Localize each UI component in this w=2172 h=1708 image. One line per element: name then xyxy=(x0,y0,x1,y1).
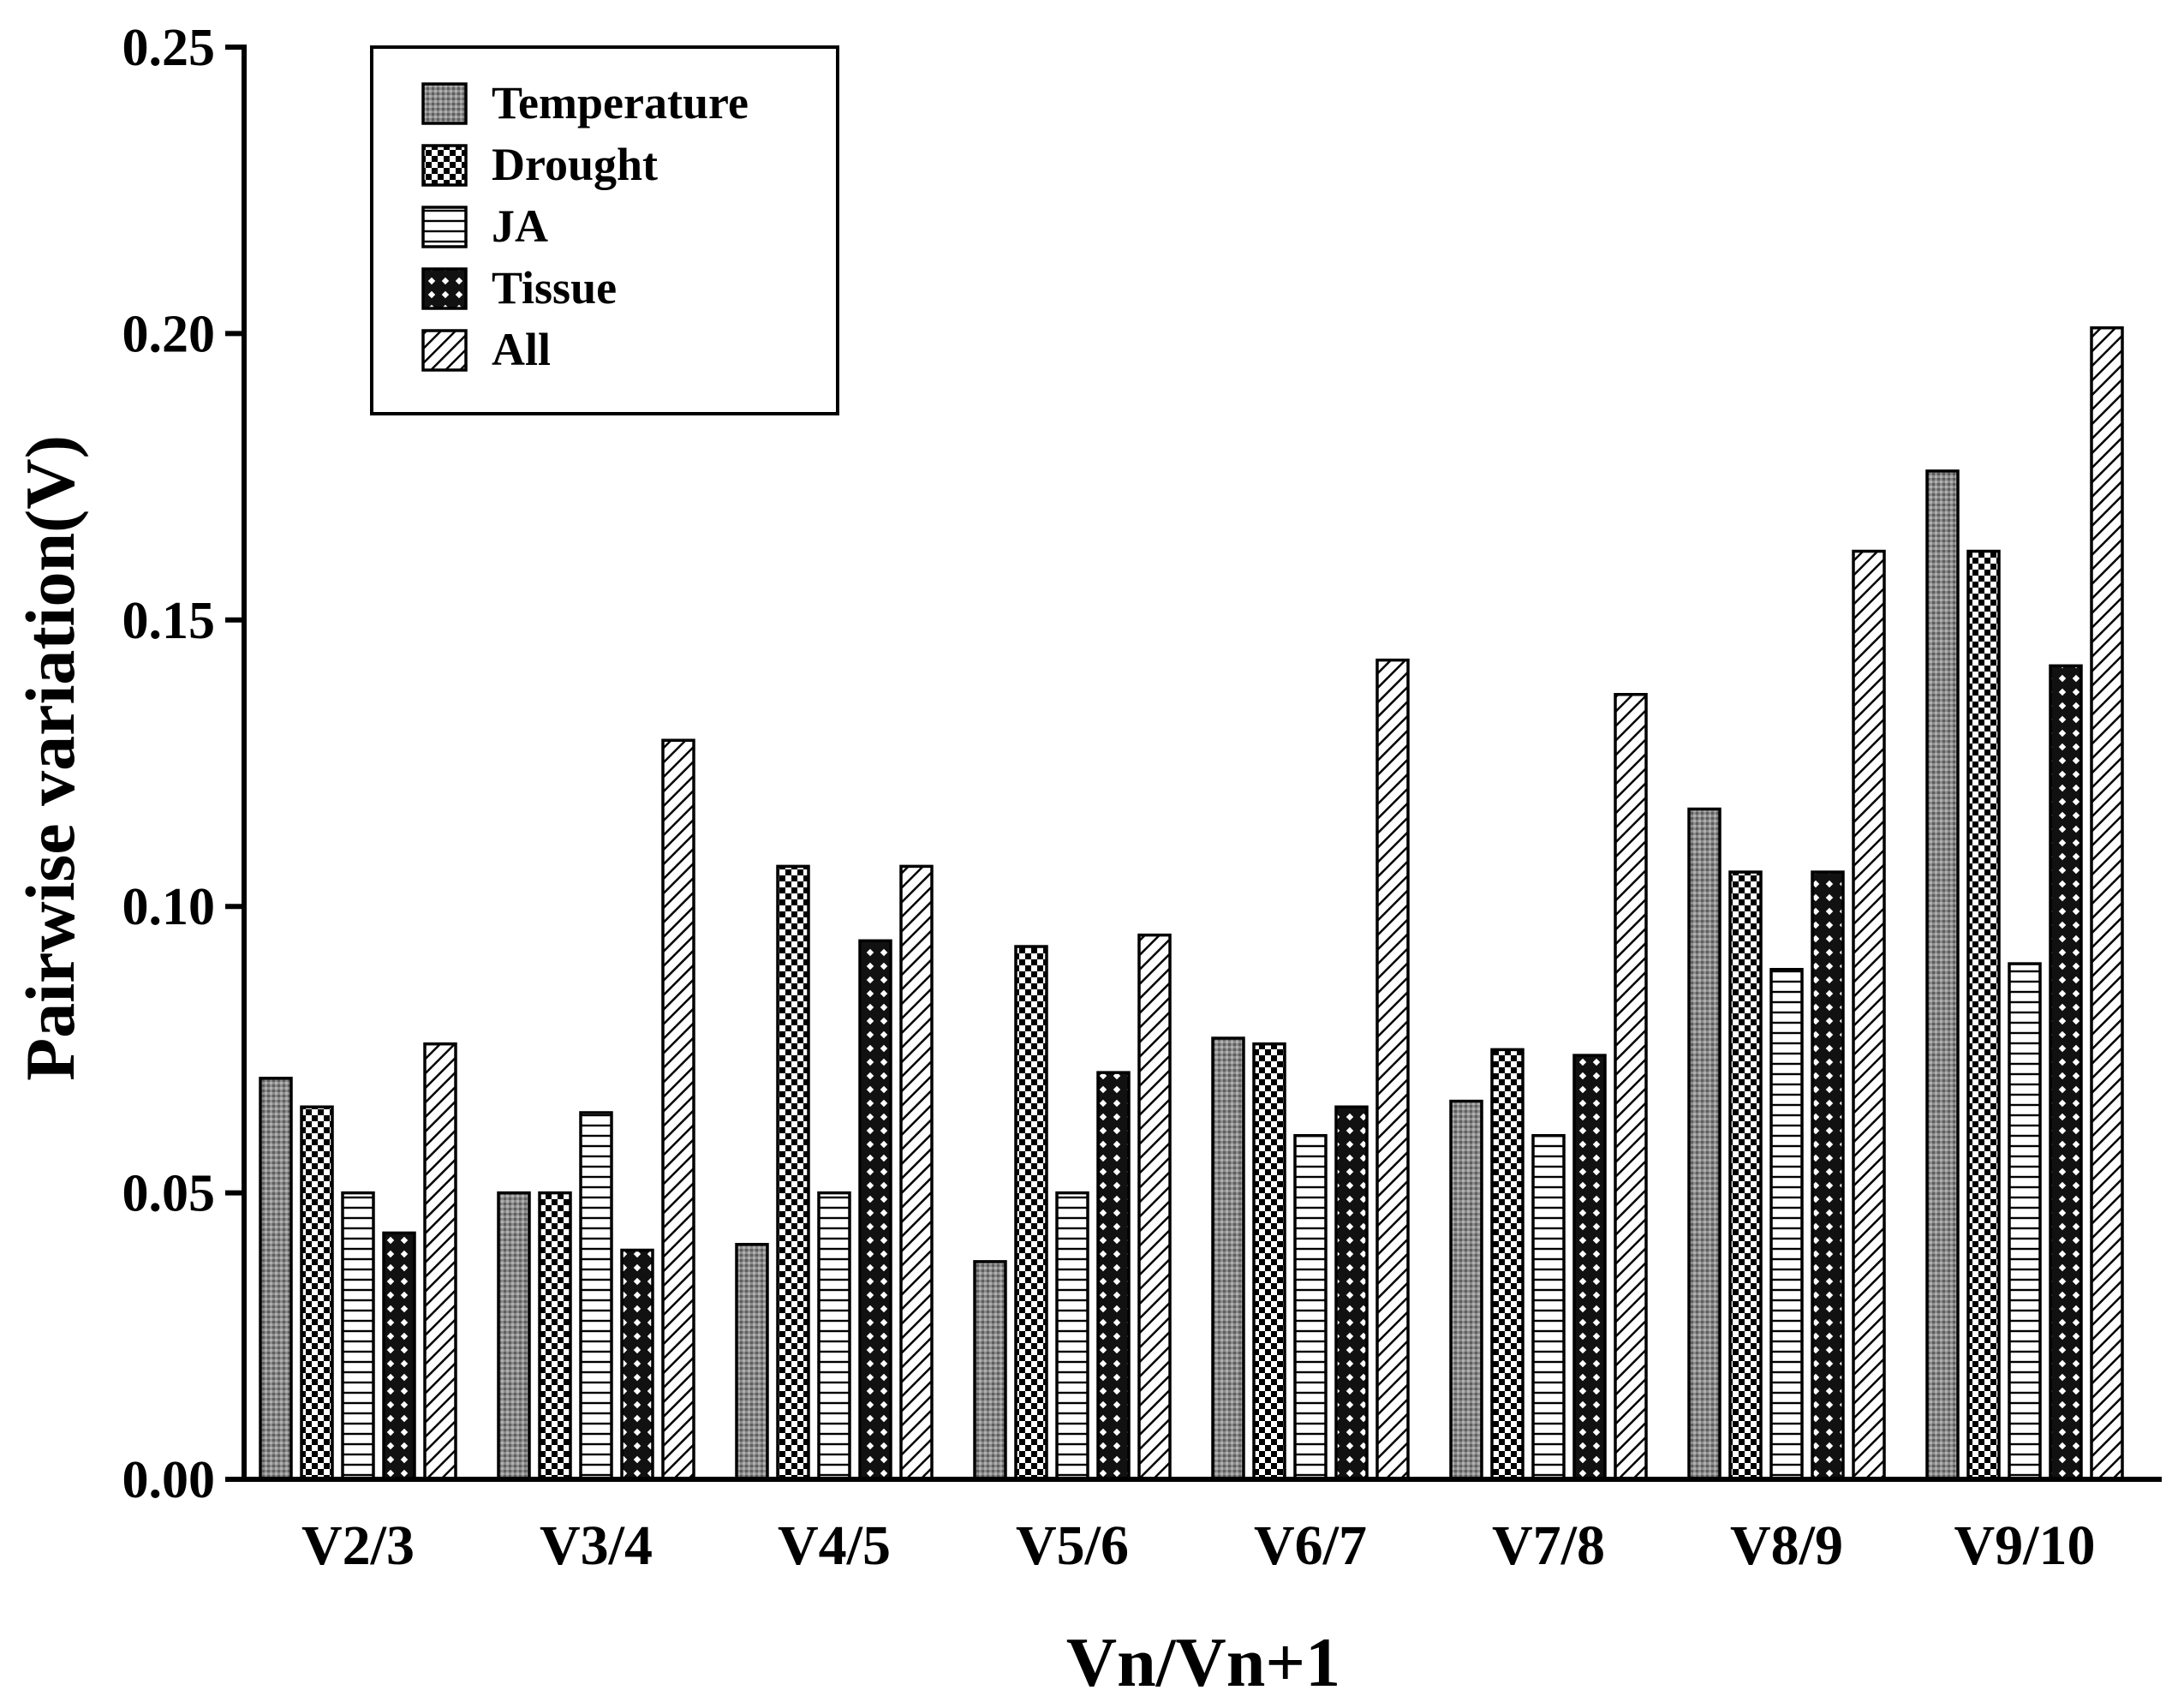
bar-ja-v9-10 xyxy=(2008,962,2042,1481)
bar-all-v4-5 xyxy=(899,864,934,1481)
bar-drought-v4-5 xyxy=(776,864,810,1481)
legend-swatch-drought xyxy=(421,144,468,187)
x-tick-label: V6/7 xyxy=(1254,1514,1367,1577)
bar-temperature-v8-9 xyxy=(1687,807,1721,1481)
bar-all-v8-9 xyxy=(1852,549,1886,1481)
x-tick-label: V3/4 xyxy=(540,1514,653,1577)
bar-tissue-v9-10 xyxy=(2049,664,2083,1481)
y-axis-ticks: 0.00 0.05 0.10 0.15 0.20 0.25 xyxy=(122,19,244,1509)
bar-temperature-v4-5 xyxy=(735,1243,769,1481)
y-tick-label: 0.15 xyxy=(122,592,216,650)
bar-drought-v6-7 xyxy=(1252,1042,1286,1481)
legend-swatch-temperature xyxy=(421,82,468,125)
bar-ja-v6-7 xyxy=(1293,1133,1328,1481)
bar-tissue-v6-7 xyxy=(1334,1105,1369,1481)
bar-tissue-v2-3 xyxy=(382,1231,416,1481)
bar-all-v7-8 xyxy=(1614,692,1648,1481)
bar-ja-v8-9 xyxy=(1769,968,1804,1481)
bar-temperature-v6-7 xyxy=(1211,1036,1245,1481)
bar-temperature-v3-4 xyxy=(497,1191,531,1481)
bar-drought-v5-6 xyxy=(1014,945,1048,1481)
legend-swatch-ja xyxy=(421,206,468,248)
bars-layer xyxy=(259,325,2124,1481)
bar-ja-v7-8 xyxy=(1531,1133,1566,1481)
legend-label-temperature: Temperature xyxy=(492,77,749,128)
bar-all-v2-3 xyxy=(423,1042,457,1481)
bar-all-v9-10 xyxy=(2090,325,2124,1481)
bar-all-v5-6 xyxy=(1137,933,1172,1481)
bar-tissue-v5-6 xyxy=(1096,1071,1131,1481)
y-tick-label: 0.10 xyxy=(122,878,216,936)
x-axis-ticks: V2/3 V3/4 V4/5 V5/6 V6/7 V7/8 V8/9 V9/10 xyxy=(301,1514,2096,1577)
bar-ja-v2-3 xyxy=(341,1191,375,1481)
legend-label-all: All xyxy=(492,324,551,375)
x-tick-label: V7/8 xyxy=(1492,1514,1605,1577)
bar-drought-v7-8 xyxy=(1490,1048,1525,1481)
bar-temperature-v7-8 xyxy=(1449,1099,1483,1481)
bar-tissue-v3-4 xyxy=(620,1248,654,1481)
y-tick-label: 0.20 xyxy=(122,305,216,363)
y-axis-title: Pairwise variation(V) xyxy=(11,435,89,1081)
legend-swatch-all xyxy=(421,329,468,372)
x-tick-label: V5/6 xyxy=(1016,1514,1129,1577)
bar-drought-v9-10 xyxy=(1966,549,2001,1481)
y-tick-label: 0.05 xyxy=(122,1165,216,1223)
bar-tissue-v4-5 xyxy=(858,939,892,1481)
bar-temperature-v2-3 xyxy=(259,1077,293,1481)
bar-tissue-v8-9 xyxy=(1811,870,1845,1481)
x-tick-label: V4/5 xyxy=(778,1514,891,1577)
bar-ja-v3-4 xyxy=(579,1111,613,1481)
legend: Temperature Drought JA Tissue All xyxy=(370,45,839,415)
bar-drought-v2-3 xyxy=(300,1105,334,1481)
x-tick-label: V2/3 xyxy=(301,1514,415,1577)
y-tick-label: 0.25 xyxy=(122,19,216,77)
x-tick-label: V9/10 xyxy=(1954,1514,2096,1577)
bar-drought-v3-4 xyxy=(538,1191,572,1481)
y-tick-label: 0.00 xyxy=(122,1451,216,1509)
legend-label-ja: JA xyxy=(492,200,548,252)
bar-all-v3-4 xyxy=(661,738,695,1481)
x-axis-title: Vn/Vn+1 xyxy=(1066,1623,1340,1701)
bar-temperature-v9-10 xyxy=(1925,469,1960,1481)
bar-temperature-v5-6 xyxy=(973,1260,1007,1481)
legend-label-tissue: Tissue xyxy=(492,262,617,314)
legend-label-drought: Drought xyxy=(492,139,658,190)
bar-ja-v4-5 xyxy=(817,1191,851,1481)
bar-all-v6-7 xyxy=(1375,658,1410,1481)
bar-drought-v8-9 xyxy=(1728,870,1763,1481)
bar-tissue-v7-8 xyxy=(1572,1054,1607,1481)
x-tick-label: V8/9 xyxy=(1730,1514,1843,1577)
legend-swatch-tissue xyxy=(421,267,468,310)
bar-ja-v5-6 xyxy=(1055,1191,1089,1481)
